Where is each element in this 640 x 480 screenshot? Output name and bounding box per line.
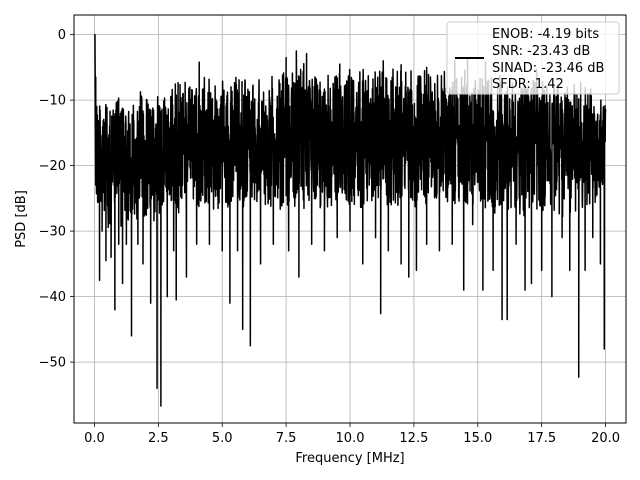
- x-tick-label: 0.0: [84, 431, 105, 446]
- legend: ENOB: -4.19 bits SNR: -23.43 dB SINAD: -…: [446, 21, 620, 95]
- legend-box: [446, 21, 620, 95]
- x-tick-label: 20.0: [591, 431, 620, 446]
- legend-line-snr: SNR: -23.43 dB: [492, 44, 590, 59]
- y-tick-label: −30: [39, 225, 66, 240]
- x-axis-label: Frequency [MHz]: [295, 451, 404, 466]
- x-tick-label: 12.5: [399, 431, 428, 446]
- y-axis-label: PSD [dB]: [14, 190, 29, 248]
- x-axis-ticks: 0.0 2.5 5.0 7.5 10.0 12.5 15.0 17.5 20.0: [84, 423, 620, 446]
- legend-line-sfdr: SFDR: 1.42: [492, 77, 564, 92]
- x-tick-label: 2.5: [148, 431, 169, 446]
- legend-line-enob: ENOB: -4.19 bits: [492, 27, 599, 42]
- y-tick-label: 0: [58, 28, 66, 43]
- x-tick-label: 10.0: [336, 431, 365, 446]
- psd-line: [94, 33, 607, 407]
- legend-line-sinad: SINAD: -23.46 dB: [492, 61, 604, 76]
- y-tick-label: −50: [39, 356, 66, 371]
- y-tick-label: −20: [39, 159, 66, 174]
- y-axis-ticks: 0 −10 −20 −30 −40 −50: [39, 28, 74, 371]
- psd-trace: [94, 33, 607, 407]
- x-tick-label: 15.0: [463, 431, 492, 446]
- y-tick-label: −40: [39, 290, 66, 305]
- y-tick-label: −10: [39, 94, 66, 109]
- x-tick-label: 5.0: [212, 431, 233, 446]
- x-tick-label: 17.5: [527, 431, 556, 446]
- x-tick-label: 7.5: [276, 431, 297, 446]
